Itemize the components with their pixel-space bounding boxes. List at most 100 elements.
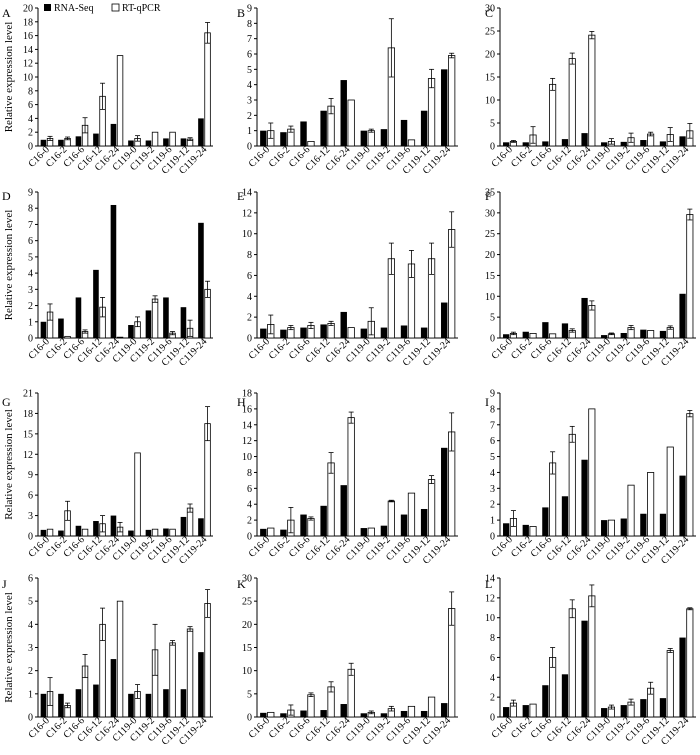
legend: RNA-Seq RT-qPCR	[44, 3, 161, 14]
bar-rnaseq-H-C119-24	[441, 447, 448, 536]
bar-rtqpcr-H-C119-12	[427, 479, 436, 537]
bar-rtqpcr-B-C16-24	[347, 99, 355, 147]
bar-rnaseq-K-C119-2	[380, 713, 388, 717]
bar-rnaseq-F-C16-12	[561, 323, 569, 338]
bar-rnaseq-G-C119-2	[145, 529, 152, 536]
y-tick-label: 10	[23, 73, 33, 84]
bar-rnaseq-E-C16-2	[280, 329, 287, 338]
panel-letter-E: E	[237, 189, 244, 203]
y-tick-label: 15	[485, 271, 495, 282]
y-tick-label: 6	[28, 236, 33, 247]
bar-rtqpcr-I-C16-12	[568, 433, 576, 537]
bar-rtqpcr-G-C119-2	[151, 528, 159, 537]
bar-rnaseq-J-C16-0	[40, 693, 47, 717]
bar-rnaseq-D-C16-0	[40, 321, 47, 338]
bar-rtqpcr-B-C119-12	[427, 78, 436, 147]
bar-rnaseq-J-C119-24	[198, 652, 204, 717]
panel-letter-K: K	[237, 577, 246, 591]
bar-rnaseq-D-C16-12	[93, 269, 99, 338]
bar-rnaseq-H-C16-12	[320, 505, 327, 536]
bar-rnaseq-H-C16-2	[280, 529, 287, 536]
bar-rtqpcr-D-C16-2	[64, 335, 71, 339]
bar-rnaseq-J-C16-2	[58, 693, 64, 717]
bar-rnaseq-C-C119-24	[679, 136, 686, 146]
y-tick-label: 6	[28, 491, 33, 502]
bar-rnaseq-E-C16-24	[340, 311, 347, 338]
y-tick-label: 2	[247, 516, 252, 527]
bar-rnaseq-B-C16-6	[300, 121, 307, 146]
bar-rnaseq-L-C119-24	[679, 637, 686, 717]
bar-rnaseq-L-C119-2	[620, 705, 627, 717]
bar-rnaseq-F-C119-6	[640, 329, 647, 338]
bar-rnaseq-K-C16-6	[300, 710, 307, 717]
y-tick-label: 30	[242, 574, 252, 585]
bar-rnaseq-F-C16-2	[522, 331, 529, 338]
bar-rnaseq-J-C119-2	[145, 693, 152, 717]
bar-rnaseq-A-C16-2	[58, 139, 64, 146]
bar-rnaseq-D-C119-0	[128, 325, 134, 338]
panel-A: A02468101214161820C16-0C16-2C16-6C16-12C…	[2, 4, 213, 177]
y-tick-label: 5	[490, 452, 495, 463]
y-tick-label: 8	[490, 633, 495, 644]
bar-rtqpcr-H-C119-2	[387, 500, 395, 537]
bar-rtqpcr-K-C119-12	[427, 696, 436, 718]
bar-rtqpcr-J-C119-12	[186, 628, 194, 718]
y-tick-label: 12	[485, 593, 495, 604]
y-tick-label: 15	[485, 73, 495, 84]
y-tick-label: 30	[485, 4, 495, 15]
y-axis-title: Relative expression level	[3, 409, 15, 520]
y-tick-label: 16	[23, 31, 33, 42]
y-tick-label: 2	[247, 313, 252, 324]
y-tick-label: 3	[28, 511, 33, 522]
y-tick-label: 18	[23, 17, 33, 28]
bar-rtqpcr-F-C119-24	[686, 214, 694, 339]
y-tick-label: 12	[242, 208, 252, 219]
bar-rnaseq-H-C16-0	[260, 528, 267, 536]
y-tick-label: 6	[247, 271, 252, 282]
bar-rnaseq-B-C16-0	[260, 130, 267, 146]
bar-rnaseq-C-C16-12	[561, 139, 569, 146]
bar-rnaseq-J-C119-0	[128, 693, 134, 717]
panel-letter-I: I	[485, 395, 489, 409]
panel-letter-J: J	[2, 577, 7, 591]
bar-rtqpcr-L-C119-24	[686, 608, 694, 718]
y-tick-label: 20	[485, 250, 495, 261]
y-tick-label: 16	[242, 404, 252, 415]
bar-rnaseq-G-C119-6	[163, 528, 169, 536]
y-tick-label: 6	[28, 574, 33, 585]
y-tick-label: 8	[490, 404, 495, 415]
y-tick-label: 10	[242, 452, 252, 463]
x-tick-label: C16-2	[509, 144, 534, 169]
bar-rnaseq-D-C119-12	[180, 307, 187, 338]
bar-rnaseq-E-C119-12	[420, 327, 428, 338]
y-tick-label: 0	[247, 334, 252, 345]
bar-rtqpcr-F-C119-6	[647, 330, 655, 339]
bar-rtqpcr-L-C16-12	[568, 608, 576, 718]
panel-letter-D: D	[2, 189, 11, 203]
bar-rnaseq-E-C16-12	[320, 324, 327, 338]
y-tick-label: 0	[247, 532, 252, 543]
panel-L: L02468101214C16-0C16-2C16-6C16-12C16-24C…	[485, 574, 696, 748]
panel-letter-L: L	[485, 577, 492, 591]
bar-rnaseq-K-C16-12	[320, 710, 327, 717]
bar-rnaseq-J-C16-24	[110, 659, 117, 717]
panel-G: G036912151821C16-0C16-2C16-6C16-12C16-24…	[2, 389, 213, 567]
bar-rtqpcr-L-C119-12	[666, 650, 674, 718]
x-tick-label: C16-2	[509, 534, 534, 559]
bar-rnaseq-G-C16-6	[75, 525, 82, 536]
panel-letter-B: B	[237, 6, 245, 20]
bar-rnaseq-I-C119-24	[679, 475, 686, 536]
bar-rnaseq-F-C16-0	[503, 334, 510, 338]
panel-letter-G: G	[2, 395, 11, 409]
bar-rtqpcr-L-C16-2	[529, 703, 537, 718]
bar-rtqpcr-H-C16-24	[347, 417, 355, 537]
bar-rtqpcr-I-C16-2	[529, 526, 537, 537]
y-tick-label: 2	[28, 666, 33, 677]
bar-rtqpcr-B-C119-24	[448, 55, 456, 147]
bar-rnaseq-G-C119-12	[180, 516, 187, 536]
bar-rnaseq-F-C16-24	[581, 297, 588, 338]
x-tick-label: C16-2	[267, 336, 292, 361]
bar-rnaseq-B-C16-2	[280, 132, 287, 146]
bar-rnaseq-K-C16-0	[260, 712, 267, 717]
bar-rnaseq-A-C119-2	[145, 140, 152, 146]
